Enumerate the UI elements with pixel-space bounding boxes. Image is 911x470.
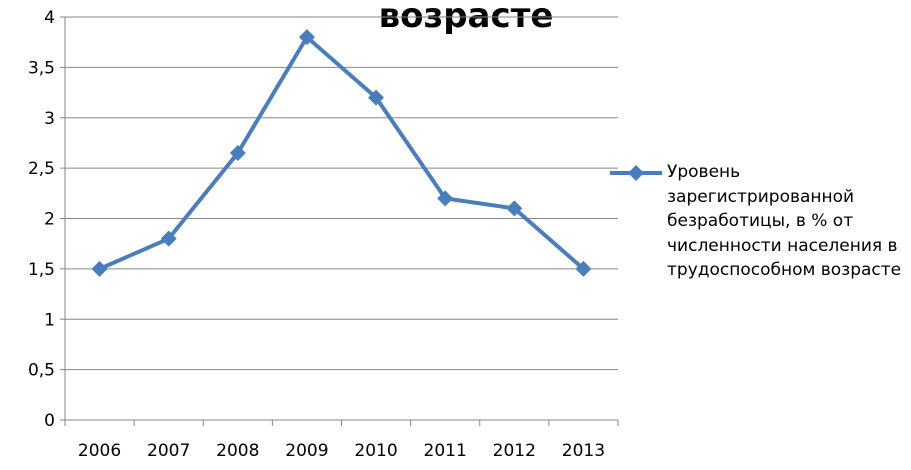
point xyxy=(229,145,246,162)
y-tick-label: 0 xyxy=(44,411,55,431)
x-tick-label: 2011 xyxy=(424,441,467,461)
y-tick-label: 3,5 xyxy=(28,58,55,78)
x-tick-label: 2012 xyxy=(493,441,536,461)
x-tick-label: 2013 xyxy=(562,441,605,461)
y-tick-label: 1 xyxy=(44,310,55,330)
series-line xyxy=(98,35,585,271)
x-tick-label: 2006 xyxy=(78,441,121,461)
y-tick-label: 0,5 xyxy=(28,361,55,381)
chart-title: возрасте xyxy=(379,0,554,36)
x-tick-label: 2010 xyxy=(354,441,397,461)
point xyxy=(506,200,523,217)
y-tick-label: 1,5 xyxy=(28,260,55,280)
point xyxy=(160,230,177,247)
point xyxy=(575,260,592,277)
legend-label: Уровень зарегистрированной безработицы, … xyxy=(667,162,902,280)
y-tick-label: 3 xyxy=(44,109,55,129)
y-tick-label: 4 xyxy=(44,8,55,28)
point xyxy=(437,190,454,207)
legend-marker xyxy=(628,165,644,181)
point xyxy=(298,29,315,46)
y-tick-label: 2,5 xyxy=(28,159,55,179)
x-tick-label: 2008 xyxy=(216,441,259,461)
x-tick-label: 2007 xyxy=(147,441,190,461)
y-tick-label: 2 xyxy=(44,210,55,230)
point xyxy=(91,260,108,277)
x-tick-label: 2009 xyxy=(285,441,328,461)
point xyxy=(368,89,385,106)
